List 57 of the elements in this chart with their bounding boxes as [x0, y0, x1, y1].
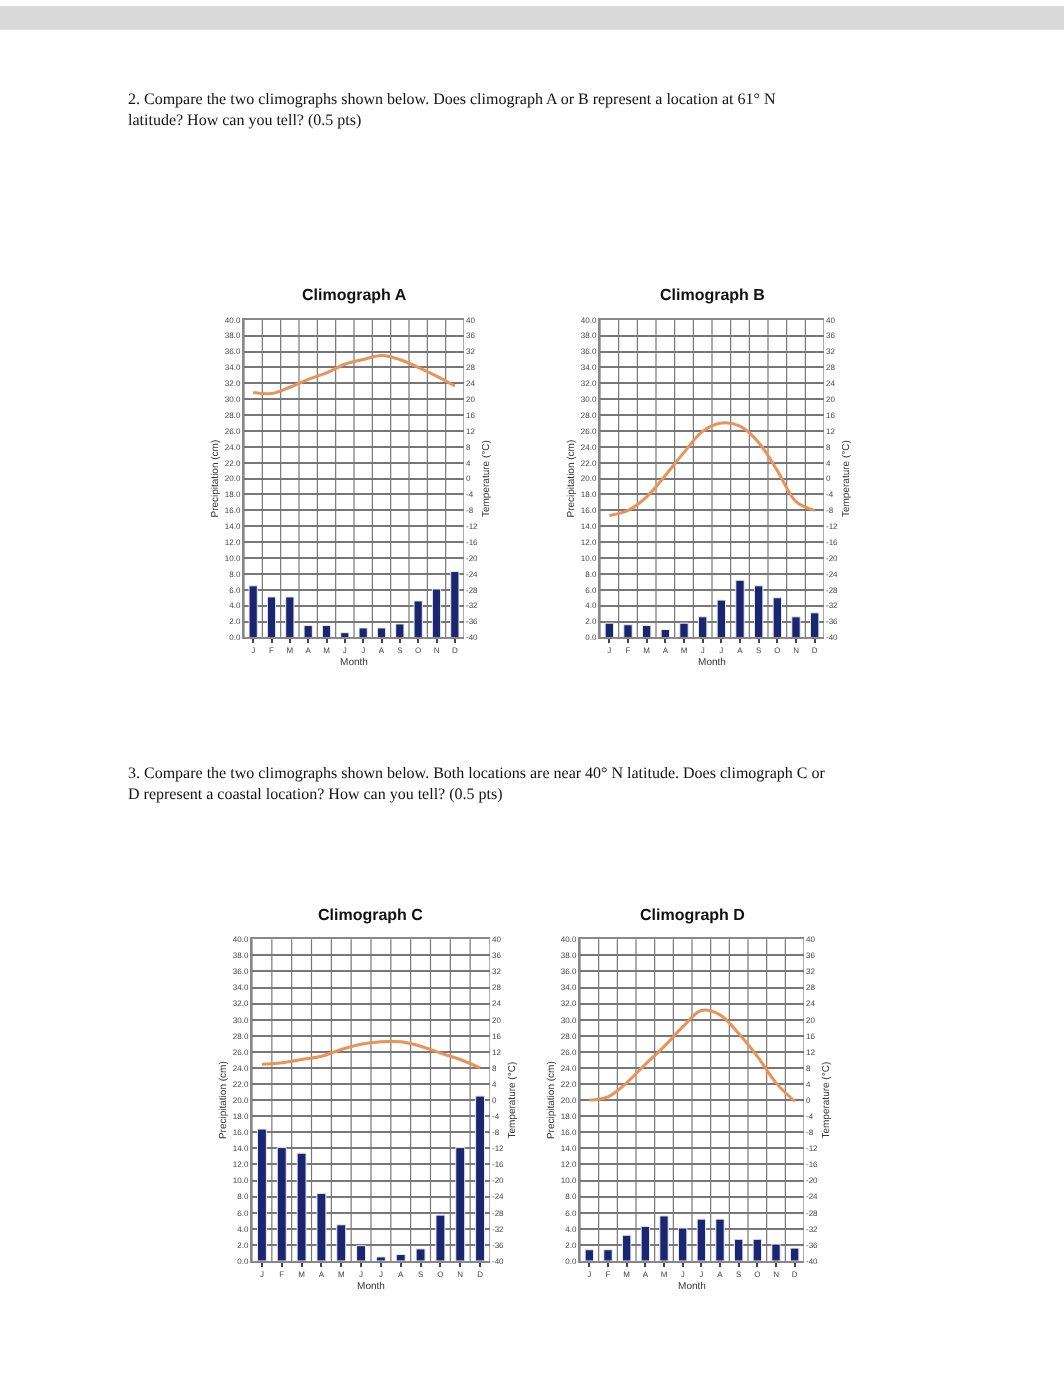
bar — [431, 588, 442, 638]
bar — [697, 616, 708, 638]
bar — [248, 585, 258, 638]
bar — [641, 625, 652, 638]
bar — [696, 1218, 707, 1261]
bar — [296, 1152, 307, 1261]
bar — [716, 599, 727, 638]
line-series — [251, 353, 457, 396]
bar — [659, 1215, 669, 1261]
bar — [753, 585, 764, 638]
bar — [752, 1238, 763, 1261]
bar — [336, 1224, 347, 1261]
bar — [623, 624, 633, 638]
bar — [660, 629, 671, 638]
bar — [604, 622, 615, 638]
text: 2. Compare the two climographs shown below. Does climograph A or B represent a location at 61° N latitude? How can you tell? (0.5 pts) — [128, 90, 776, 129]
bar — [735, 579, 745, 638]
bar — [376, 627, 387, 638]
bar — [809, 612, 820, 638]
bar — [679, 622, 689, 638]
bar — [621, 1234, 632, 1261]
bar — [771, 1243, 781, 1261]
bar — [285, 596, 295, 638]
chart-title: Climograph D — [640, 906, 746, 924]
bar — [303, 625, 313, 638]
bar — [450, 571, 460, 638]
bar — [340, 632, 350, 638]
line-series — [587, 1008, 797, 1103]
bar — [395, 1254, 406, 1261]
bar — [316, 1192, 327, 1261]
bar — [584, 1249, 595, 1261]
bar — [640, 1225, 651, 1261]
line-series — [260, 1039, 482, 1070]
bar — [256, 1128, 267, 1261]
chart-title: Climograph C — [318, 906, 424, 924]
chart-title: Climograph B — [660, 286, 766, 304]
bar — [455, 1147, 466, 1261]
bar — [789, 1247, 800, 1261]
bar — [475, 1095, 486, 1261]
chart-title: Climograph A — [302, 286, 407, 304]
text: 3. Compare the two climographs shown below. Both locations are near 40° N latitude. Does climograph C or D represent a coastal location? How can you tell? (0.5 pts) — [128, 764, 826, 803]
line-series — [607, 421, 817, 518]
bar — [772, 597, 783, 638]
bar — [395, 623, 405, 638]
bar — [733, 1238, 744, 1261]
bar — [603, 1249, 613, 1261]
bar — [276, 1147, 287, 1261]
bar — [791, 616, 801, 638]
bar — [415, 1248, 426, 1261]
bar — [266, 596, 277, 638]
bar — [715, 1218, 725, 1261]
bar — [358, 627, 368, 638]
bar — [677, 1227, 688, 1261]
bar — [435, 1214, 446, 1261]
bar — [321, 625, 332, 638]
bar — [356, 1245, 367, 1261]
bar — [413, 600, 423, 638]
